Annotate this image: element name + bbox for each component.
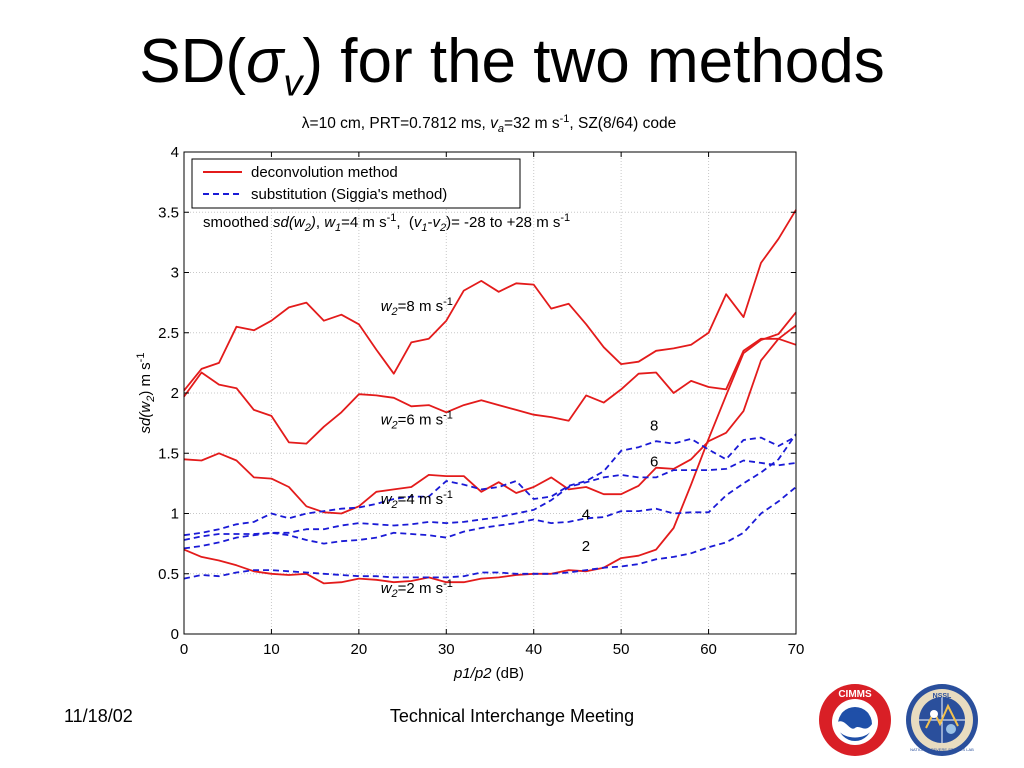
annotation-w2-6: w2=6 m s-1 [381, 409, 453, 431]
series-substitution-w2-6 [183, 459, 797, 541]
y-tick-label: 0 [171, 626, 179, 643]
slide-title: SD(σv) for the two methods [0, 22, 1024, 123]
y-axis-label-a: sd(w [137, 401, 154, 434]
series-deconvolution-w2-4 [183, 324, 797, 515]
x-tick-label: 10 [263, 641, 280, 658]
x-tick-label: 50 [613, 641, 630, 658]
note-part-n: v [433, 214, 442, 231]
y-tick-label: 4 [171, 144, 179, 161]
footer-date: 11/18/02 [64, 706, 133, 726]
note-part-o: 2 [439, 222, 446, 234]
y-tick-label: 3 [171, 265, 179, 282]
note-part-j: , ( [396, 214, 414, 231]
nssl-logo-text: NSSL [933, 693, 952, 700]
series-deconvolution-w2-8 [183, 209, 797, 392]
slide-title-subscript: v [283, 62, 303, 105]
chart-title-va: v [490, 115, 499, 132]
note-part-b: sd(w [273, 214, 306, 231]
note-part-h: =4 m s [341, 214, 386, 231]
y-axis-label-sub: 2 [145, 396, 157, 403]
y-tick-label: 3.5 [158, 204, 179, 221]
slide-title-prefix: SD( [139, 27, 246, 96]
chart-title-sup: -1 [560, 113, 570, 125]
series-layer [183, 209, 797, 585]
note-part-d: ) [309, 214, 316, 231]
y-axis-label-sup: -1 [135, 353, 147, 363]
note-part-k: v [414, 214, 423, 231]
x-axis-label: p1/p2 (dB) [453, 665, 524, 682]
note-part-i: -1 [387, 212, 397, 224]
series-substitution-w2-8 [183, 435, 797, 537]
curve-label-4: 4 [582, 507, 590, 524]
y-axis-label-b: ) m s [137, 362, 154, 395]
annotation-layer: w2=8 m s-1 w2=6 m s-1 w2=4 m s-1 w2=2 m s-1… [381, 296, 659, 600]
chart-title-part2: =32 m s [504, 115, 560, 132]
annotation-w2-8: w2=8 m s-1 [381, 296, 453, 318]
note-part-p: ) [446, 214, 451, 231]
x-tick-label: 20 [351, 641, 368, 658]
chart-title-part3: , SZ(8/64) code [569, 115, 676, 132]
note-part-f: w [324, 214, 336, 231]
note-part-m: - [428, 214, 433, 231]
y-tick-label: 2 [171, 385, 179, 402]
note-part-e: , [316, 214, 324, 231]
x-tick-label: 0 [180, 641, 188, 658]
note-part-g: 1 [335, 222, 341, 234]
nssl-logo: NSSL NATIONAL SEVERE STORMS LAB [906, 684, 978, 756]
cimms-noaa-logo: CIMMS [819, 684, 891, 756]
y-tick-label: 0.5 [158, 566, 179, 583]
note-part-l: 1 [421, 222, 427, 234]
legend-label-deconvolution: deconvolution method [251, 164, 398, 181]
tick-layer: 0 10 20 30 40 50 60 70 0 0.5 1 1.5 2 2.5 3 3.5 4 [158, 144, 804, 658]
note-part-c: 2 [304, 222, 311, 234]
chart-title: λ=10 cm, PRT=0.7812 ms, va=32 m s-1, SZ(… [302, 113, 676, 135]
annotation-w2-4: w2=4 m s-1 [381, 489, 453, 511]
note-part-a: smoothed [203, 214, 273, 231]
note-part-q: = -28 to +28 m s [451, 214, 560, 231]
smoothed-note: smoothed sd(w2), w1=4 m s-1, (v1-v2)= -2… [203, 212, 570, 234]
chart-title-va-sub: a [498, 123, 504, 135]
cimms-logo-text: CIMMS [838, 689, 872, 700]
series-deconvolution-w2-6 [183, 337, 797, 445]
legend-box [191, 158, 521, 209]
x-tick-label: 70 [788, 641, 805, 658]
slide-title-sigma: σ [246, 27, 284, 96]
slide-title-suffix: ) for the two methods [302, 27, 885, 96]
x-tick-label: 60 [700, 641, 717, 658]
footer-text: Technical Interchange Meeting [389, 706, 635, 726]
legend: deconvolution method substitution (Siggi… [191, 158, 521, 209]
y-axis-label: sd(w2) m s-1 [135, 353, 157, 434]
x-tick-label: 30 [438, 641, 455, 658]
curve-label-2: 2 [582, 538, 590, 555]
series-substitution-w2-2 [183, 486, 797, 580]
nssl-ring-text: NATIONAL SEVERE STORMS LAB [910, 747, 974, 752]
y-tick-label: 2.5 [158, 325, 179, 342]
chart-title-lambda: λ [302, 115, 310, 132]
curve-label-6: 6 [650, 454, 658, 471]
annotation-w2-2: w2=2 m s-1 [381, 578, 453, 600]
y-tick-label: 1.5 [158, 445, 179, 462]
curve-label-8: 8 [650, 417, 658, 434]
note-part-r: -1 [560, 212, 570, 224]
grid-layer [184, 152, 796, 634]
chart-title-part1: =10 cm, PRT=0.7812 ms, [310, 115, 491, 132]
legend-label-substitution: substitution (Siggia's method) [251, 186, 447, 203]
x-axis-label-italic: p1/p2 [453, 665, 492, 682]
series-substitution-w2-4 [183, 433, 797, 550]
x-tick-label: 40 [525, 641, 542, 658]
y-tick-label: 1 [171, 506, 179, 523]
series-deconvolution-w2-2 [183, 311, 797, 585]
x-axis-label-unit: (dB) [492, 665, 525, 682]
